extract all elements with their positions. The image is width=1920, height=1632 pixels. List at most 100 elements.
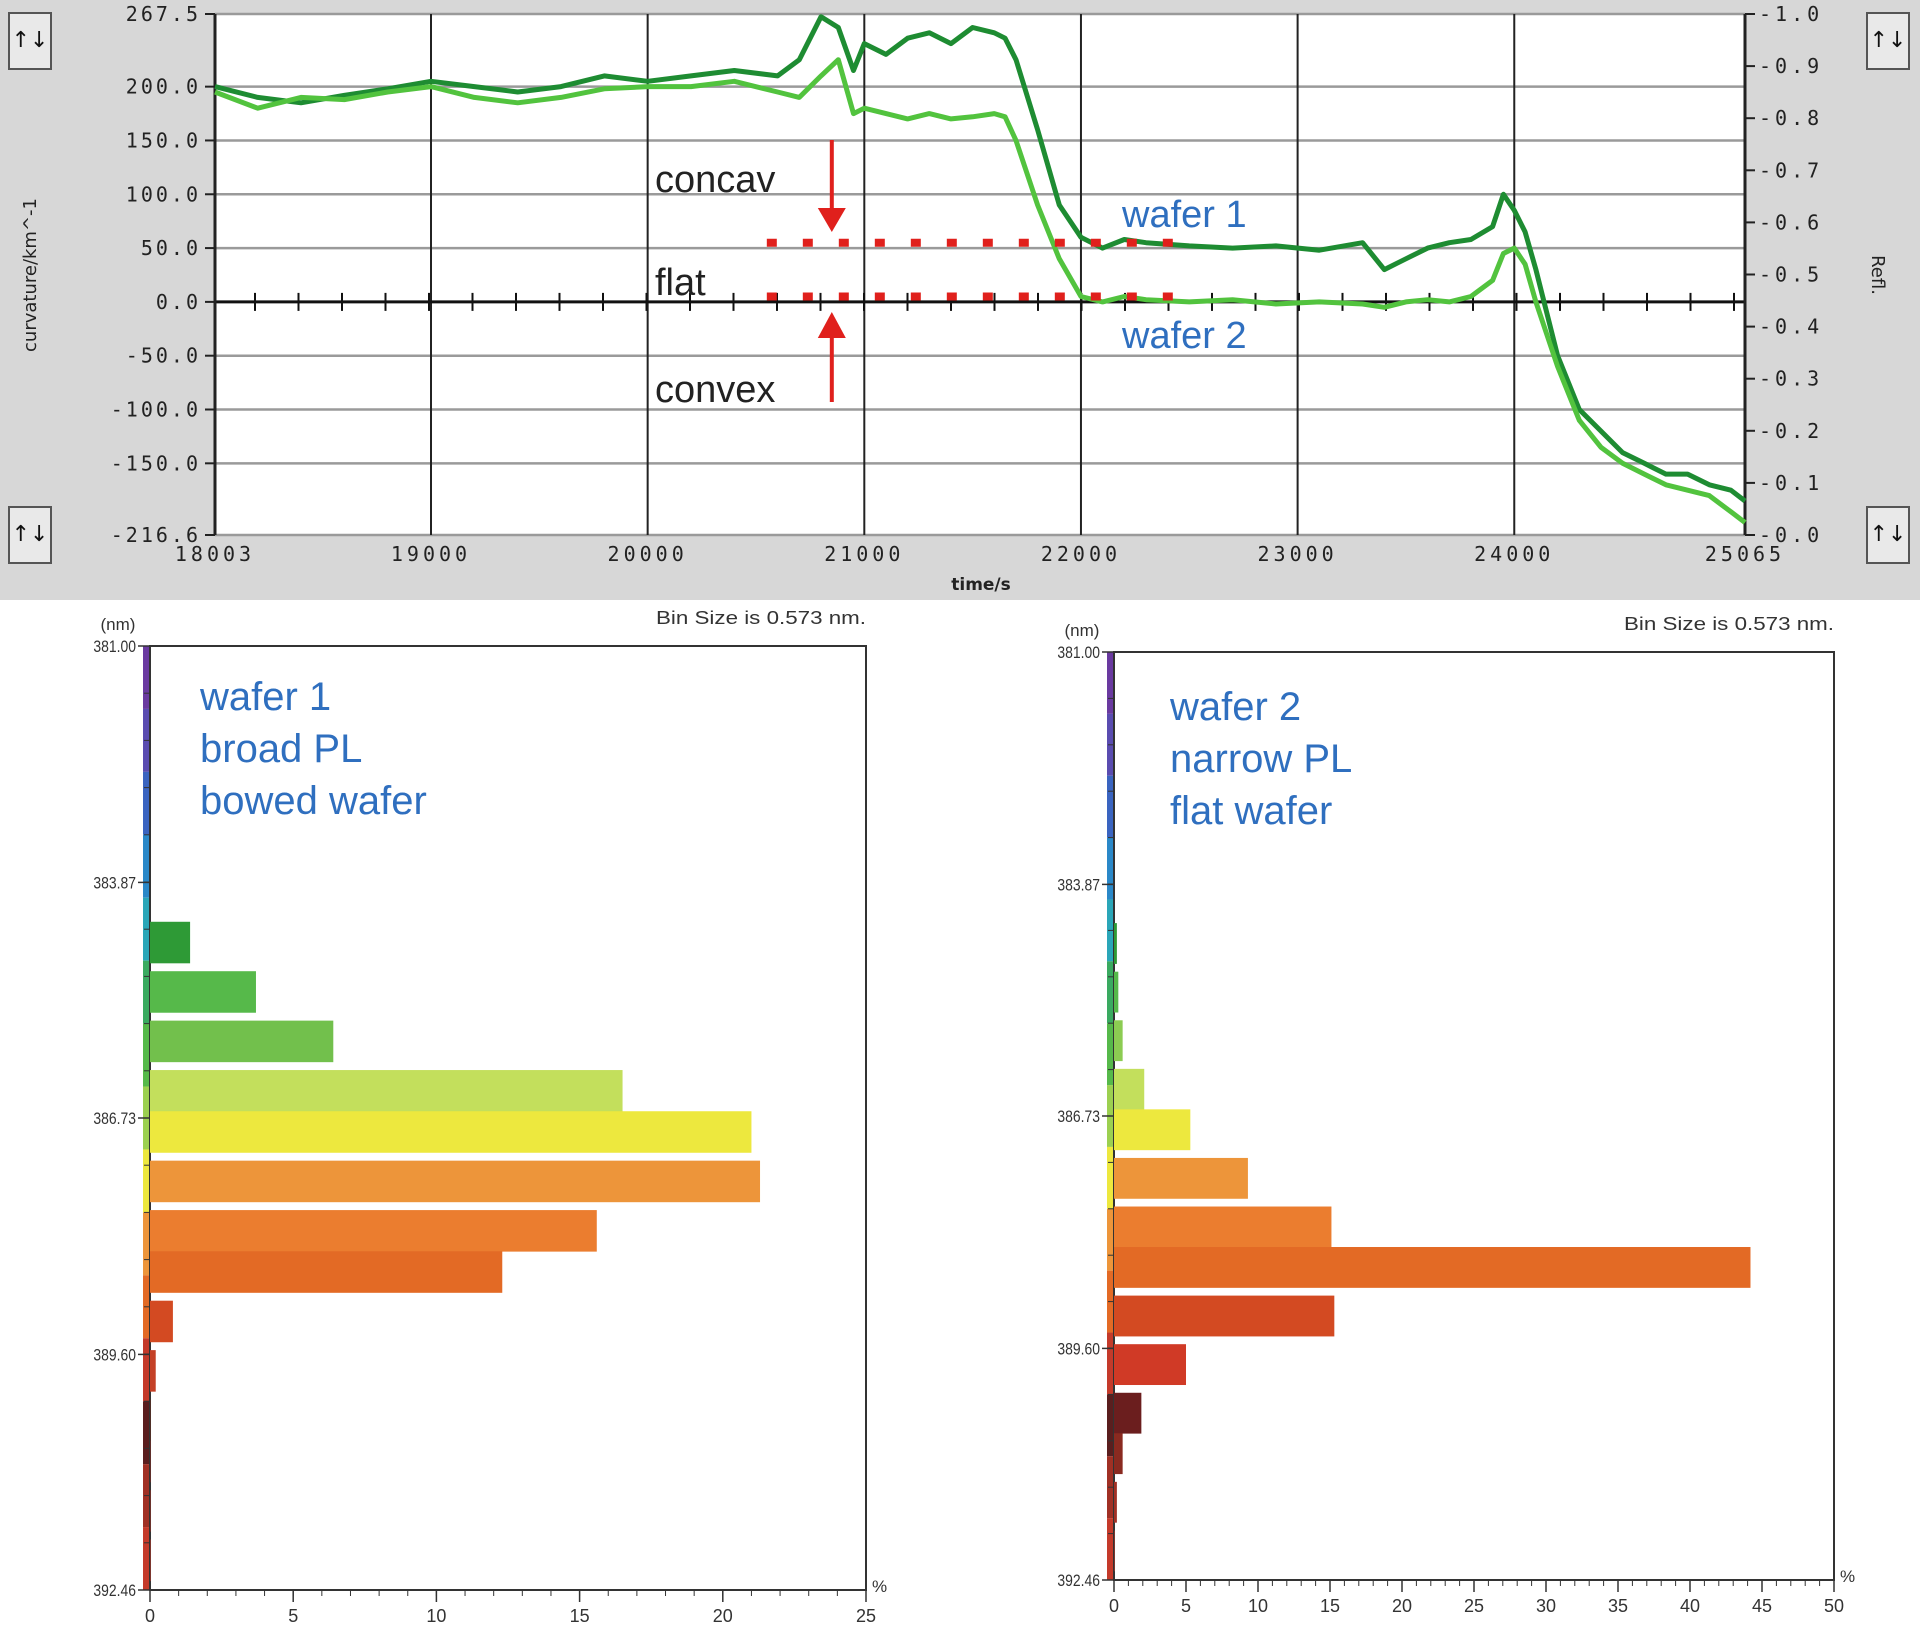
histogram-bar [150,1539,151,1582]
histogram-title-line: wafer 2 [1169,685,1301,729]
y-tick-label: 386.73 [93,1110,136,1129]
x-tick-label: 25 [1464,1596,1484,1616]
right-y-tick-label: -0.6 [1759,210,1823,234]
arrow-up-down-icon: ↑↓ [11,28,49,53]
x-unit-label: % [872,1577,887,1596]
y-unit-label: (nm) [101,615,136,634]
y-tick-label: 392.46 [1057,1572,1100,1591]
y-tick-label: 381.00 [1057,644,1100,663]
x-axis-title: time/s [951,575,1011,595]
convex-arrow-head [817,312,846,338]
histogram-bar [1114,1020,1123,1062]
right-y-tick-label: -0.1 [1759,471,1823,495]
x-tick-label: 10 [1248,1596,1268,1616]
histogram-bar [1114,1433,1123,1475]
plot-area [215,14,1745,535]
histogram-bar [1114,1530,1115,1572]
annotation-convex: convex [655,369,775,411]
color-scale-segment [1107,1332,1113,1395]
histogram-bar [1114,1206,1332,1248]
histogram-title-line: wafer 1 [199,675,331,719]
x-tick-label: 24000 [1474,542,1554,566]
right-y-tick-label: -0.0 [1759,523,1823,547]
y-tick-label: 267.5 [126,2,201,26]
histogram-bar [150,1070,623,1112]
y-tick-label: 386.73 [1057,1108,1100,1127]
color-scale-segment [1107,775,1113,838]
histogram-bar [150,1251,503,1293]
y-tick-label: -216.6 [111,523,201,547]
bin-size-note: Bin Size is 0.573 nm. [1624,614,1834,634]
x-tick-label: 5 [288,1606,298,1626]
histogram-bar [150,971,256,1013]
x-tick-label: 20 [713,1606,733,1626]
y-tick-label: -100.0 [111,398,201,422]
color-scale-segment [143,1212,149,1276]
histogram-bar [150,1111,752,1153]
curvature-chart: 267.5 200.0 150.0 100.0 50.0 0.0 -50.0 -100.0 -1… [20,2,1888,595]
histogram-bar [1114,1295,1335,1337]
y-tick-label: 381.00 [93,638,136,657]
x-tick-label: 15 [1320,1596,1340,1616]
arrow-up-down-icon: ↑↓ [1869,522,1907,547]
color-scale-segment [143,646,149,709]
histogram-wafer-1: 381.00 383.87 386.73 389.60 392.46 0 5 10 15 20 25… [93,608,887,1626]
x-tick-label: 30 [1536,1596,1556,1616]
histogram-bar [1114,1157,1248,1199]
color-scale-segment [143,1401,149,1465]
x-tick-label: 0 [145,1606,155,1626]
x-tick-label: 45 [1752,1596,1772,1616]
y-tick-label: 389.60 [1057,1340,1100,1359]
plot-frame [1113,651,1835,1581]
annotation-concave: concav [655,159,775,201]
x-tick-label: 18003 [175,542,255,566]
histogram-wafer-2: 381.00 383.87 386.73 389.60 392.46 0 5 10 15 20 25… [1057,614,1855,1616]
scale-up-down-button-bottom-right[interactable]: ↑↓ [1866,506,1910,564]
x-tick-label: 19000 [391,542,471,566]
right-y-tick-label: -0.2 [1759,419,1823,443]
x-tick-label: 35 [1608,1596,1628,1616]
histogram-bar [1114,1392,1142,1434]
y-tick-label: 0.0 [156,290,201,314]
histogram-bar [150,1300,173,1343]
annotation-flat: flat [655,262,706,304]
color-scale-segment [143,1023,149,1087]
right-y-tick-label: -0.5 [1759,263,1823,287]
histogram-bar [1114,1344,1186,1386]
x-tick-label: 0 [1109,1596,1119,1616]
histogram-bar [150,1160,761,1203]
color-scale-segment [1107,1023,1113,1086]
x-tick-label: 25065 [1705,542,1785,566]
histogram-bar [150,921,191,964]
annotation-wafer-1: wafer 1 [1121,194,1247,236]
right-y-tick-label: -0.3 [1759,367,1823,391]
x-tick-label: 20000 [608,542,688,566]
color-scale-segment [1107,961,1113,1024]
arrow-up-down-icon: ↑↓ [11,522,49,547]
x-tick-label: 21000 [824,542,904,566]
histogram-bar [150,1210,597,1252]
histogram-bar [1114,1481,1117,1523]
histogram-title-line: flat wafer [1170,789,1332,833]
scale-up-down-button-top-left[interactable]: ↑↓ [8,12,52,70]
y-tick-label: 100.0 [126,182,201,206]
y-tick-label: -150.0 [111,451,201,475]
right-y-tick-label: -0.4 [1759,315,1823,339]
y-tick-label: 383.87 [93,874,136,893]
color-scale-segment [143,1149,149,1213]
histogram-bar [1114,1109,1191,1151]
x-tick-label: 20 [1392,1596,1412,1616]
bin-size-note: Bin Size is 0.573 nm. [656,608,866,628]
y-tick-label: 200.0 [126,75,201,99]
color-scale-segment [143,1338,149,1402]
scale-up-down-button-top-right[interactable]: ↑↓ [1866,12,1910,70]
color-scale-segment [143,960,149,1024]
y-tick-label: 392.46 [93,1582,136,1601]
y-tick-label: 150.0 [126,128,201,152]
y-tick-label: 389.60 [93,1346,136,1365]
scale-up-down-button-bottom-left[interactable]: ↑↓ [8,506,52,564]
color-scale-segment [143,1527,149,1590]
histogram-bar [150,1490,151,1532]
series-line-1 [214,14,1747,503]
x-tick-label: 50 [1824,1596,1844,1616]
